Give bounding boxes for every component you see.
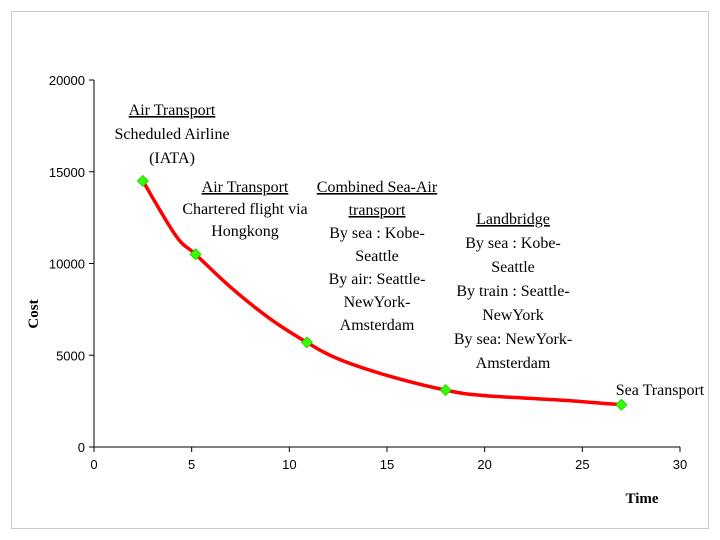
annotation-line: Amsterdam bbox=[476, 355, 551, 372]
annotation-line: Scheduled Airline bbox=[114, 126, 229, 143]
data-point-marker bbox=[136, 174, 149, 187]
x-tick-label: 25 bbox=[575, 457, 589, 472]
annotation-line: Sea Transport bbox=[616, 382, 705, 399]
annotation-5: Sea Transport bbox=[616, 382, 705, 399]
annotation-heading: Landbridge bbox=[476, 211, 550, 228]
x-tick-label: 15 bbox=[380, 457, 394, 472]
chart-frame bbox=[11, 11, 709, 529]
annotation-line: By sea : Kobe- bbox=[465, 235, 561, 252]
annotation-line: Seattle bbox=[491, 259, 535, 276]
annotation-heading: transport bbox=[349, 202, 406, 219]
y-tick-label: 20000 bbox=[49, 73, 85, 88]
annotation-heading: Combined Sea-Air bbox=[317, 179, 438, 196]
annotation-2: Air Transport Chartered flight via Hongkon… bbox=[182, 179, 307, 240]
y-axis-title: Cost bbox=[26, 299, 42, 328]
y-tick-label: 10000 bbox=[49, 257, 85, 272]
annotation-line: NewYork bbox=[482, 307, 544, 324]
y-tick-label: 0 bbox=[78, 440, 85, 455]
x-tick-label: 10 bbox=[282, 457, 296, 472]
annotation-line: By air: Seattle- bbox=[329, 271, 426, 288]
annotation-line: Seattle bbox=[355, 248, 399, 265]
annotation-line: By sea: NewYork- bbox=[454, 331, 572, 348]
annotation-line: By train : Seattle- bbox=[456, 283, 569, 300]
annotation-heading: Air Transport bbox=[129, 102, 216, 119]
annotation-3: Combined Sea-Air transport By sea : Kobe- S… bbox=[317, 179, 438, 334]
data-point-marker bbox=[439, 384, 452, 397]
cost-curve bbox=[141, 179, 624, 407]
annotation-line: (IATA) bbox=[149, 150, 195, 167]
annotation-line: Hongkong bbox=[211, 223, 279, 240]
data-point-marker bbox=[615, 398, 628, 411]
annotation-line: NewYork- bbox=[344, 294, 411, 311]
axes bbox=[89, 79, 681, 452]
data-point-marker bbox=[300, 336, 313, 349]
y-tick-label: 5000 bbox=[56, 348, 85, 363]
annotation-4: Landbridge By sea : Kobe- Seattle By train … bbox=[454, 211, 572, 372]
cost-series bbox=[136, 174, 628, 411]
annotation-line: Chartered flight via bbox=[182, 201, 307, 218]
x-tick-label: 5 bbox=[188, 457, 195, 472]
x-tick-label: 30 bbox=[673, 457, 687, 472]
x-axis-title: Time bbox=[625, 491, 658, 507]
data-point-marker bbox=[189, 248, 202, 261]
x-tick-label: 0 bbox=[90, 457, 97, 472]
x-tick-label: 20 bbox=[477, 457, 491, 472]
annotation-line: By sea : Kobe- bbox=[329, 225, 425, 242]
annotation-1: Air Transport Scheduled Airline (IATA) bbox=[114, 102, 229, 167]
tick-labels: 0 5 10 15 20 25 30 0 5000 10000 15000 20000 bbox=[49, 73, 687, 472]
y-tick-label: 15000 bbox=[49, 165, 85, 180]
annotation-heading: Air Transport bbox=[202, 179, 289, 196]
annotation-line: Amsterdam bbox=[340, 317, 415, 334]
